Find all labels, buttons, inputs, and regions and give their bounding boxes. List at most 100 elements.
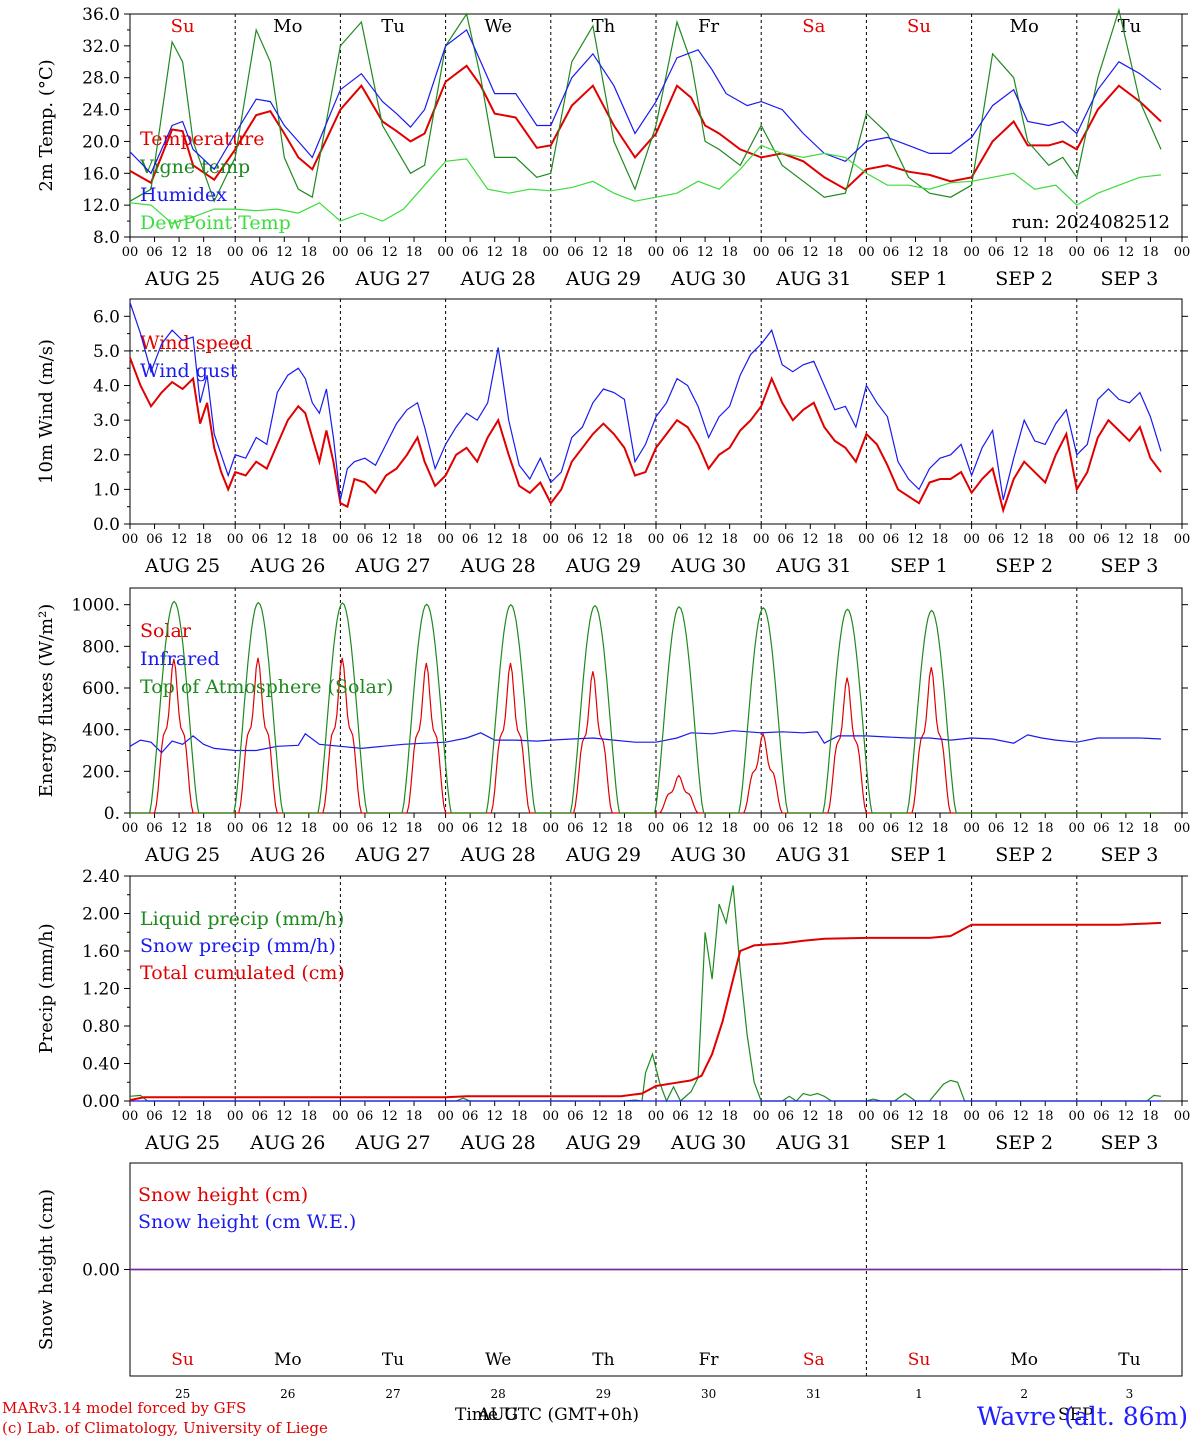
x-day-label: AUG 28 <box>460 268 536 290</box>
x-tick-label: 12 <box>592 532 609 547</box>
x-tick-label: 06 <box>462 245 479 260</box>
x-tick-label: 00 <box>1069 1109 1086 1124</box>
x-tick-label: 12 <box>592 821 609 836</box>
overlap-month-sep: SEP <box>1058 1405 1094 1425</box>
x-tick-label: 18 <box>932 821 949 836</box>
x-tick-label: 00 <box>753 245 770 260</box>
x-tick-label: 18 <box>932 532 949 547</box>
series-line-2 <box>129 921 1162 1102</box>
x-day-label: SEP 1 <box>890 844 948 866</box>
legend-entry: Wind gust <box>140 360 238 382</box>
x-day-label: SEP 2 <box>995 844 1053 866</box>
x-tick-label: 12 <box>697 245 714 260</box>
x-tick-label: 06 <box>462 821 479 836</box>
lab-credit: (c) Lab. of Climatology, University of L… <box>2 1419 328 1437</box>
x-tick-label: 12 <box>171 1109 188 1124</box>
x-tick-label: 00 <box>963 821 980 836</box>
x-day-label: SEP 3 <box>1100 268 1158 290</box>
x-tick-label: 12 <box>1012 245 1029 260</box>
x-tick-label: 06 <box>672 532 689 547</box>
x-tick-label: 12 <box>1012 821 1029 836</box>
weekday-label: Su <box>171 16 195 37</box>
x-day-label: SEP 2 <box>995 1132 1053 1154</box>
x-tick-label: 00 <box>437 245 454 260</box>
x-tick-label: 12 <box>381 1109 398 1124</box>
x-day-label: SEP 3 <box>1100 1132 1158 1154</box>
x-tick-label: 18 <box>406 532 423 547</box>
day-number-label: 26 <box>280 1387 295 1401</box>
x-day-label: SEP 3 <box>1100 555 1158 577</box>
x-tick-label: 06 <box>883 532 900 547</box>
x-tick-label: 06 <box>357 532 374 547</box>
x-tick-label: 00 <box>648 821 665 836</box>
weekday-label: Tu <box>381 16 405 37</box>
x-tick-label: 12 <box>171 245 188 260</box>
day-number-label: 25 <box>175 1387 190 1401</box>
x-tick-label: 06 <box>777 821 794 836</box>
x-tick-label: 06 <box>357 245 374 260</box>
x-tick-label: 12 <box>802 532 819 547</box>
y-tick-label: 400. <box>82 721 120 741</box>
x-day-label: AUG 30 <box>670 268 746 290</box>
series-line-3 <box>129 144 1162 225</box>
x-tick-label: 12 <box>276 532 293 547</box>
x-tick-label: 00 <box>543 245 560 260</box>
x-tick-label: 06 <box>251 1109 268 1124</box>
x-tick-label: 18 <box>932 1109 949 1124</box>
y-tick-label: 2.00 <box>82 905 120 925</box>
y-tick-label: 800. <box>82 637 120 657</box>
station-name: Wavre (alt. 86m) <box>976 1402 1188 1431</box>
x-tick-label: 18 <box>827 245 844 260</box>
x-tick-label: 00 <box>543 1109 560 1124</box>
y-tick-label: 0. <box>104 804 120 824</box>
y-tick-label: 24.0 <box>82 101 120 121</box>
x-tick-label: 18 <box>406 821 423 836</box>
x-tick-label: 12 <box>1012 532 1029 547</box>
x-tick-label: 18 <box>827 532 844 547</box>
x-tick-label: 06 <box>146 1109 163 1124</box>
x-day-label: AUG 27 <box>354 1132 430 1154</box>
x-tick-label: 00 <box>332 245 349 260</box>
x-tick-label: 18 <box>616 821 633 836</box>
x-tick-label: 00 <box>753 532 770 547</box>
x-tick-label: 18 <box>1037 821 1054 836</box>
y-tick-label: 6.0 <box>93 307 120 327</box>
x-tick-label: 18 <box>1142 1109 1159 1124</box>
y-tick-label: 0.00 <box>82 1092 120 1112</box>
x-tick-label: 06 <box>883 245 900 260</box>
x-tick-label: 00 <box>858 532 875 547</box>
x-tick-label: 06 <box>1093 1109 1110 1124</box>
x-tick-label: 12 <box>486 821 503 836</box>
x-tick-label: 18 <box>721 1109 738 1124</box>
legend-entry: Liquid precip (mm/h) <box>140 908 344 930</box>
x-tick-label: 00 <box>963 245 980 260</box>
x-tick-label: 18 <box>1037 245 1054 260</box>
x-tick-label: 06 <box>567 245 584 260</box>
day-number-label: 30 <box>701 1387 716 1401</box>
x-day-label: AUG 26 <box>249 844 325 866</box>
y-tick-label: 0.40 <box>82 1055 120 1075</box>
y-tick-label: 0.0 <box>93 515 120 535</box>
x-tick-label: 06 <box>777 245 794 260</box>
x-tick-label: 12 <box>802 245 819 260</box>
time-axis-label: Time UTC (GMT+0h) <box>455 1405 640 1425</box>
x-day-label: AUG 25 <box>144 844 220 866</box>
day-number-label: 2 <box>1020 1387 1028 1401</box>
x-tick-label: 00 <box>437 532 454 547</box>
x-tick-label: 06 <box>462 532 479 547</box>
weekday-label: Su <box>171 1350 194 1370</box>
weekday-label: Sa <box>802 16 825 37</box>
legend-entry: Wind speed <box>140 332 252 354</box>
x-tick-label: 00 <box>122 245 139 260</box>
x-tick-label: 00 <box>227 1109 244 1124</box>
legend-entry: Temperature <box>140 128 264 150</box>
x-tick-label: 00 <box>227 821 244 836</box>
x-tick-label: 12 <box>486 245 503 260</box>
x-tick-label: 12 <box>1118 1109 1135 1124</box>
y-tick-label: 2.0 <box>93 446 120 466</box>
x-tick-label: 18 <box>511 1109 528 1124</box>
x-day-label: AUG 31 <box>775 555 851 577</box>
x-tick-label: 18 <box>511 821 528 836</box>
legend-entry: Total cumulated (cm) <box>140 962 345 984</box>
